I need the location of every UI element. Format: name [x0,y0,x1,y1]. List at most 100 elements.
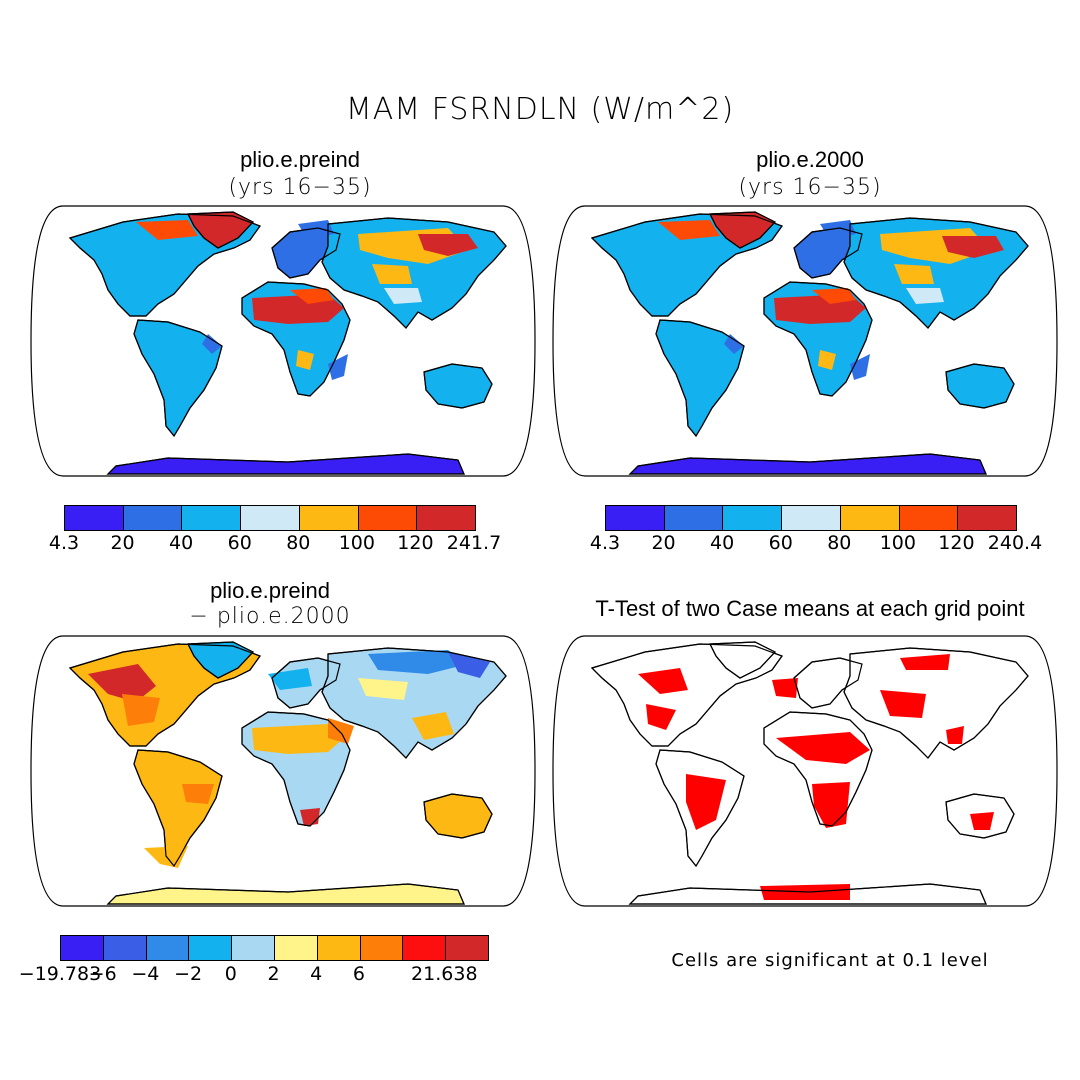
colorbar-swatch [189,936,233,960]
colorbar-1-labels: 4.3 20 40 60 80 100 120 241.7 [49,532,501,556]
colorbar-tick-label: 21.638 [411,963,478,985]
colorbar-tick-label: 20 [651,532,676,554]
map-border [552,635,1058,907]
map-border [552,205,1058,477]
coastline-as [321,217,507,329]
field-patch [418,234,478,256]
field-patch [144,846,188,868]
field-patch [298,220,334,240]
field-patch [296,350,314,370]
colorbar-tick-label: 80 [827,532,852,554]
colorbar-tick-label: 120 [397,532,434,554]
coastline-as [843,217,1029,329]
colorbar-swatch [317,936,361,960]
colorbar-tick-label: 0 [224,963,237,985]
field-patch [252,724,344,754]
field-patch [638,668,688,694]
field-patch [812,288,856,304]
coastline-sa [133,749,223,868]
colorbar-swatch [417,506,476,530]
continent-au [945,363,1015,409]
field-patch [880,690,926,718]
colorbar-tick-label: 60 [227,532,252,554]
coastline-green [709,211,776,249]
coastline-sa [655,319,745,438]
colorbar-swatch [358,506,418,530]
field-patch [290,288,334,304]
colorbar-tick-label: 6 [352,963,365,985]
colorbar-swatch [241,506,300,530]
continent-ant [106,453,465,475]
colorbar-2-labels: 4.3 20 40 60 80 100 120 240.4 [590,532,1042,556]
colorbar-swatch [61,936,104,960]
coastline-eu [271,227,341,279]
field-patch [772,678,798,698]
colorbar-tick-label: 240.4 [987,532,1043,554]
colorbar-swatch [232,936,275,960]
field-patch [686,774,726,830]
colorbar-tick-label: 20 [110,532,135,554]
panel-4-title: T-Test of two Case means at each grid po… [595,596,1025,621]
field-patch [942,236,1004,258]
colorbar-swatch [299,506,359,530]
coastline-af [763,281,873,397]
field-patch [372,264,412,284]
coastline-green [187,211,254,249]
colorbar-tick-label: 100 [879,532,916,554]
field-patch [812,782,850,828]
colorbar-swatch [65,506,124,530]
field-patch [368,650,468,674]
field-patch [412,712,454,740]
coastline-na [590,213,783,317]
coastline-na [68,213,261,317]
field-patch [448,652,490,678]
field-patch [850,354,870,380]
continent-ant [106,883,465,905]
panel-3-title: plio.e.preind [210,578,330,603]
colorbar-tick-label: 2 [267,963,280,985]
field-patch [776,732,870,764]
coastline-ant [106,883,465,905]
panel-1-subtitle: (yrs 16−35) [228,175,372,200]
coastline-af [241,281,351,397]
colorbar-swatch [123,506,183,530]
colorbar-tick-label: 4 [310,963,323,985]
significance-note: Cells are significant at 0.1 level [671,950,989,971]
coastline-as [321,647,507,759]
colorbar-swatch [182,506,242,530]
colorbar-3 [60,935,489,961]
colorbar-tick-label: 4.3 [48,532,80,554]
field-patch [906,288,944,304]
continent-ant [628,453,987,475]
coastline-as [843,647,1029,759]
field-patch [946,726,964,744]
map-border [30,205,536,477]
colorbar-swatch [899,506,959,530]
coastline-eu [793,657,863,709]
field-patch [900,654,950,670]
field-patch [202,334,222,354]
colorbar-tick-label: −6 [88,963,117,985]
colorbar-tick-label: 40 [169,532,194,554]
colorbar-swatch [403,936,447,960]
field-patch [358,678,408,700]
colorbar-3-labels: −19.783 −6 −4 −2 0 2 4 6 21.638 [19,963,487,987]
map-panel-3 [30,635,536,907]
colorbar-tick-label: 4.3 [589,532,621,554]
colorbar-swatch [360,936,404,960]
coastline-af [763,711,873,827]
coastline-ant [106,453,465,475]
panel-1-title: plio.e.preind [240,147,360,172]
coastline-af [241,711,351,827]
coastline-na [590,643,783,747]
coastline-eu [793,227,863,279]
colorbar-swatch [723,506,783,530]
figure-title: MAM FSRNDLN (W/m^2) [345,92,735,127]
colorbar-swatch [958,506,1017,530]
coastline-green [187,641,254,679]
coastline-au [423,793,493,839]
panel-2-subtitle: (yrs 16−35) [738,175,882,200]
coastline-green [709,641,776,679]
field-patch [268,668,312,690]
coastline-ant [628,883,987,905]
